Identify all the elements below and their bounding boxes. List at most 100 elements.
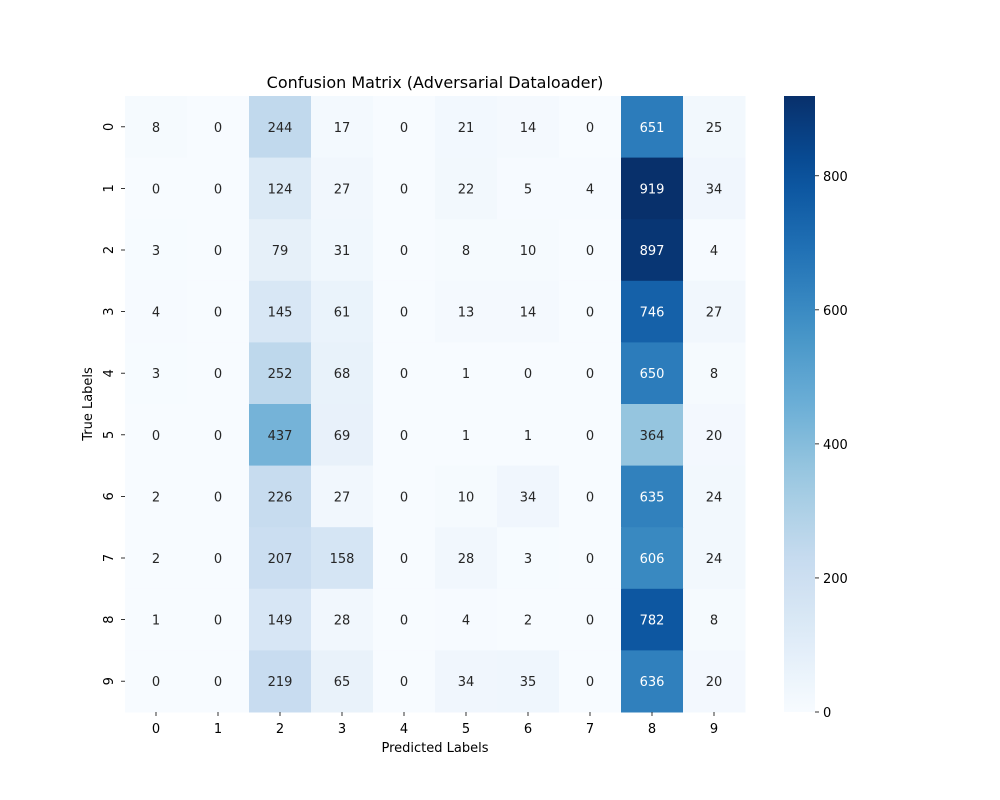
heatmap-cell [559, 650, 622, 713]
heatmap-cell-value: 68 [334, 367, 351, 382]
heatmap-cell-value: 226 [268, 490, 293, 505]
heatmap-cell [187, 404, 250, 467]
heatmap-cell-value: 0 [400, 675, 408, 690]
heatmap-cell [125, 465, 188, 528]
heatmap-cell-value: 0 [400, 121, 408, 136]
heatmap-cell-value: 24 [706, 490, 723, 505]
heatmap-cell [187, 219, 250, 282]
heatmap-cell [311, 157, 374, 220]
heatmap-cell [435, 96, 498, 159]
y-tick-label: 0 [102, 123, 117, 131]
heatmap-cell [559, 219, 622, 282]
heatmap-cell [311, 342, 374, 405]
heatmap-cell [249, 588, 312, 651]
heatmap-cell-value: 34 [458, 675, 475, 690]
heatmap-cell [621, 465, 684, 528]
heatmap-cell-value: 897 [640, 244, 665, 259]
heatmap-cell [373, 157, 436, 220]
heatmap-cell [683, 588, 746, 651]
heatmap-cell-value: 0 [152, 675, 160, 690]
heatmap-cell [621, 96, 684, 159]
heatmap-cell [125, 96, 188, 159]
heatmap-cell [373, 96, 436, 159]
heatmap-cell-value: 0 [214, 121, 222, 136]
heatmap-cell-value: 20 [706, 429, 723, 444]
heatmap-cell-value: 8 [462, 244, 470, 259]
heatmap-cell [435, 280, 498, 343]
heatmap-cell [683, 527, 746, 590]
heatmap-cell [683, 96, 746, 159]
heatmap-cell-value: 0 [400, 367, 408, 382]
heatmap-cell [435, 588, 498, 651]
heatmap-cell [249, 219, 312, 282]
heatmap-cell [311, 219, 374, 282]
heatmap-cell-value: 0 [400, 490, 408, 505]
heatmap-cell [249, 404, 312, 467]
heatmap-cell-value: 0 [400, 614, 408, 629]
heatmap-cell [373, 527, 436, 590]
heatmap-cell-value: 21 [458, 121, 475, 136]
heatmap-cell-value: 79 [272, 244, 289, 259]
heatmap-cell-value: 3 [524, 552, 532, 567]
x-tick-label: 1 [214, 722, 222, 737]
heatmap-cell-value: 207 [268, 552, 293, 567]
heatmap-cell-value: 4 [710, 244, 718, 259]
heatmap-cell-value: 2 [152, 552, 160, 567]
heatmap-cell-value: 13 [458, 306, 475, 321]
colorbar-tick-label: 400 [823, 438, 848, 453]
heatmap-cell [249, 527, 312, 590]
heatmap-cell-value: 24 [706, 552, 723, 567]
colorbar-tick-label: 800 [823, 170, 848, 185]
heatmap-cell-value: 437 [268, 429, 293, 444]
heatmap-cell [125, 404, 188, 467]
heatmap-cell-value: 0 [214, 182, 222, 197]
heatmap-cell-value: 0 [400, 182, 408, 197]
heatmap-cell [311, 527, 374, 590]
heatmap-cell [311, 96, 374, 159]
y-axis-ticks: 0 1 2 3 4 5 6 7 8 9 [102, 123, 125, 685]
heatmap-cell-value: 0 [152, 429, 160, 444]
x-tick-label: 2 [276, 722, 284, 737]
heatmap-cell-value: 158 [330, 552, 355, 567]
heatmap-cell-value: 10 [458, 490, 475, 505]
heatmap-cell [683, 650, 746, 713]
heatmap-cell [249, 280, 312, 343]
heatmap-cell [187, 465, 250, 528]
heatmap-cells: 8 0 244 17 0 21 14 0 651 250 0 124 27 0 22 5 4 919 343 0 79 3… [125, 96, 746, 713]
heatmap-cell-value: 635 [640, 490, 665, 505]
x-tick-label: 0 [152, 722, 160, 737]
heatmap-cell-value: 34 [520, 490, 537, 505]
y-axis-label: True Labels [81, 367, 96, 442]
heatmap-cell-value: 0 [214, 367, 222, 382]
heatmap-cell [187, 650, 250, 713]
heatmap-cell-value: 0 [586, 614, 594, 629]
x-tick-label: 5 [462, 722, 470, 737]
heatmap-cell-value: 4 [586, 182, 594, 197]
heatmap-cell-value: 650 [640, 367, 665, 382]
heatmap-cell-value: 10 [520, 244, 537, 259]
heatmap-cell [187, 527, 250, 590]
heatmap-cell-value: 0 [214, 675, 222, 690]
x-axis-label: Predicted Labels [381, 741, 488, 756]
heatmap-cell-value: 8 [710, 614, 718, 629]
x-tick-label: 8 [648, 722, 656, 737]
heatmap-cell [497, 465, 560, 528]
heatmap-cell [559, 527, 622, 590]
heatmap-cell [125, 157, 188, 220]
heatmap-cell [559, 342, 622, 405]
heatmap-cell [435, 404, 498, 467]
heatmap-cell [559, 96, 622, 159]
heatmap-cell-value: 1 [524, 429, 532, 444]
heatmap-cell-value: 20 [706, 675, 723, 690]
heatmap-cell [559, 280, 622, 343]
x-tick-label: 7 [586, 722, 594, 737]
heatmap-cell [125, 342, 188, 405]
heatmap-cell [559, 588, 622, 651]
heatmap-cell-value: 22 [458, 182, 475, 197]
heatmap-cell [311, 465, 374, 528]
heatmap-cell [621, 588, 684, 651]
heatmap-cell [373, 465, 436, 528]
heatmap-cell-value: 0 [586, 490, 594, 505]
heatmap-cell-value: 25 [706, 121, 723, 136]
y-tick-label: 7 [102, 554, 117, 562]
